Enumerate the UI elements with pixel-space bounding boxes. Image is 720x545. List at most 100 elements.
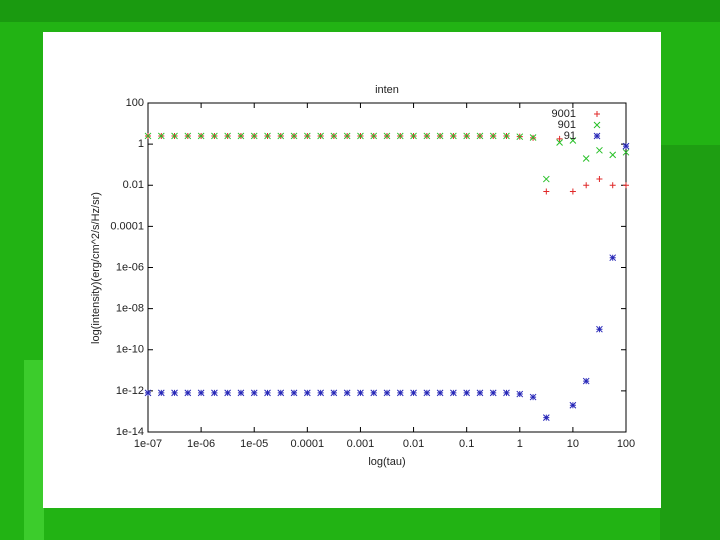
- point: [171, 132, 178, 140]
- point: [410, 132, 417, 140]
- point: [476, 389, 484, 397]
- point: [489, 389, 497, 397]
- point: [211, 132, 218, 140]
- point: [583, 182, 590, 189]
- point: [622, 148, 630, 156]
- point: [543, 188, 550, 195]
- point: [144, 132, 152, 140]
- x-tick-label: 100: [617, 438, 635, 450]
- point: [290, 389, 298, 397]
- y-tick-label: 0.01: [123, 179, 144, 191]
- x-tick-label: 1: [517, 438, 523, 450]
- stripe: [660, 145, 720, 540]
- plot: 1e-07 1e-06 1e-05 0.0001 0.001 0.01 0.1 1 10 100 1…: [110, 97, 635, 450]
- point: [171, 389, 178, 397]
- x-axis-label: log(tau): [368, 456, 405, 468]
- y-tick-label: 1e-10: [116, 344, 144, 356]
- point: [237, 389, 245, 397]
- point: [450, 132, 457, 140]
- point: [157, 132, 165, 140]
- point: [489, 132, 497, 140]
- point: [503, 389, 510, 397]
- x-tick-label: 0.001: [347, 438, 375, 450]
- point: [330, 389, 338, 397]
- x-tick-label: 1e-05: [240, 438, 268, 450]
- point: [623, 182, 629, 189]
- point: [357, 132, 364, 140]
- point: [609, 254, 617, 262]
- point: [396, 132, 404, 140]
- point: [423, 389, 431, 397]
- point: [184, 132, 192, 140]
- point: [264, 132, 271, 140]
- stripe: [24, 360, 44, 540]
- legend-label: 91: [564, 130, 576, 142]
- y-tick-label: 100: [126, 97, 144, 109]
- point: [357, 389, 364, 397]
- point: [184, 389, 192, 397]
- point: [516, 133, 524, 141]
- legend-marker: [593, 132, 601, 140]
- y-tick-label: 1: [138, 138, 144, 150]
- x-tick-label: 0.1: [459, 438, 474, 450]
- y-tick-label: 1e-08: [116, 303, 144, 315]
- point: [303, 389, 311, 397]
- point: [303, 132, 311, 140]
- point: [330, 132, 338, 140]
- point: [370, 132, 378, 140]
- point: [556, 135, 563, 142]
- legend-label: 901: [558, 119, 576, 131]
- point: [383, 132, 391, 140]
- point: [436, 132, 444, 140]
- point: [250, 389, 258, 397]
- point: [317, 132, 324, 140]
- point: [596, 176, 603, 183]
- point: [343, 389, 351, 397]
- point: [582, 155, 590, 162]
- point: [529, 393, 537, 401]
- point: [144, 389, 152, 397]
- point: [476, 132, 484, 140]
- y-tick-label: 1e-06: [116, 261, 144, 273]
- point: [277, 132, 285, 140]
- point: [370, 389, 378, 397]
- point: [450, 389, 457, 397]
- point: [396, 389, 404, 397]
- point: [582, 377, 590, 385]
- point: [463, 132, 471, 140]
- point: [609, 182, 616, 189]
- point: [317, 389, 324, 397]
- point: [436, 389, 444, 397]
- top-band: [0, 0, 720, 22]
- legend-marker: [593, 121, 601, 129]
- point: [383, 389, 391, 397]
- chart-panel: [43, 32, 661, 508]
- point: [157, 389, 165, 397]
- x-tick-label: 10: [567, 438, 579, 450]
- point: [423, 132, 431, 140]
- point: [224, 389, 232, 397]
- point: [463, 389, 471, 397]
- point: [290, 132, 298, 140]
- point: [224, 132, 232, 140]
- point: [197, 132, 205, 140]
- point: [569, 137, 577, 144]
- point: [237, 132, 245, 140]
- point: [569, 188, 576, 195]
- chart-title: inten: [375, 84, 399, 96]
- point: [622, 142, 630, 150]
- point: [410, 389, 417, 397]
- point: [556, 139, 563, 146]
- point: [609, 151, 617, 159]
- y-axis-label: log(intensity)(erg/cm^2/s/Hz/sr): [90, 192, 102, 344]
- x-tick-label: 0.01: [403, 438, 424, 450]
- point: [503, 132, 510, 140]
- y-tick-label: 0.0001: [110, 220, 144, 232]
- y-tick-label: 1e-12: [116, 385, 144, 397]
- point: [516, 390, 524, 398]
- point: [596, 325, 603, 333]
- point: [529, 134, 537, 141]
- point: [569, 401, 577, 409]
- x-tick-label: 1e-06: [187, 438, 215, 450]
